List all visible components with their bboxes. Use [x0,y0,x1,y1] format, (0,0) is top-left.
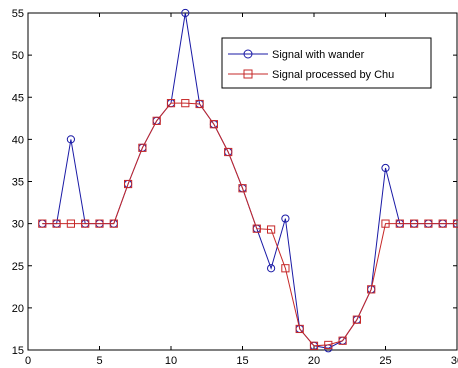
series-line-1 [42,102,457,347]
data-point-circle [381,163,390,173]
y-tick-label: 50 [12,50,24,62]
x-tick-label: 15 [236,355,248,367]
data-point-square [367,285,376,294]
data-point-square [395,219,404,228]
data-point-square [124,179,133,189]
data-point-square [452,219,458,228]
data-point-square [95,219,104,228]
legend-marker-circle [243,49,253,59]
data-point-square [52,219,61,228]
x-tick-label: 0 [25,355,31,367]
x-tick-label: 30 [451,355,458,367]
y-tick-label: 15 [12,345,24,357]
data-point-square [338,336,347,345]
legend-box [221,37,432,89]
data-point-square [281,264,290,273]
legend-label-signal-with-wander: Signal with wander [272,49,365,61]
data-point-circle [66,135,76,144]
data-point-circle [181,8,190,18]
data-point-square [267,225,276,234]
data-point-square [181,99,190,108]
y-axis: 15 20 25 30 35 40 45 50 55 [12,8,457,357]
y-tick-label: 35 [12,177,24,189]
x-tick-label: 20 [308,355,320,367]
data-point-square [66,219,76,228]
x-tick-label: 10 [165,355,177,367]
x-tick-label: 5 [96,355,102,367]
y-tick-label: 25 [12,261,24,273]
data-point-square [166,99,176,108]
y-tick-label: 40 [12,134,24,146]
data-point-square [195,99,204,109]
legend-marker-square [243,69,253,79]
data-point-square [38,219,47,228]
data-point-square [252,224,261,233]
data-point-square [410,219,419,228]
data-point-square [381,219,390,228]
data-point-square [209,120,219,129]
data-point-square [138,143,147,152]
y-tick-label: 30 [12,219,24,231]
data-point-square [238,184,247,193]
data-point-square [81,219,90,228]
data-point-square [352,315,361,324]
x-tick-label: 25 [379,355,391,367]
legend-label-signal-processed-by-chu: Signal processed by Chu [272,69,394,81]
data-point-square [295,324,304,334]
legend: Signal with wander Signal processed by C… [221,37,432,89]
y-tick-label: 45 [12,92,24,104]
data-point-square [109,219,118,228]
data-point-square [309,341,319,350]
x-axis: 0 5 10 15 20 25 30 [25,13,458,367]
data-point-square [324,340,333,350]
y-tick-label: 55 [12,8,24,20]
data-point-square [224,147,233,157]
series-layer [38,8,458,353]
data-point-square [424,219,433,228]
data-point-circle [281,214,290,223]
data-point-circle [267,264,276,273]
data-point-square [152,116,161,125]
y-tick-label: 20 [12,303,24,315]
data-point-square [438,219,447,228]
